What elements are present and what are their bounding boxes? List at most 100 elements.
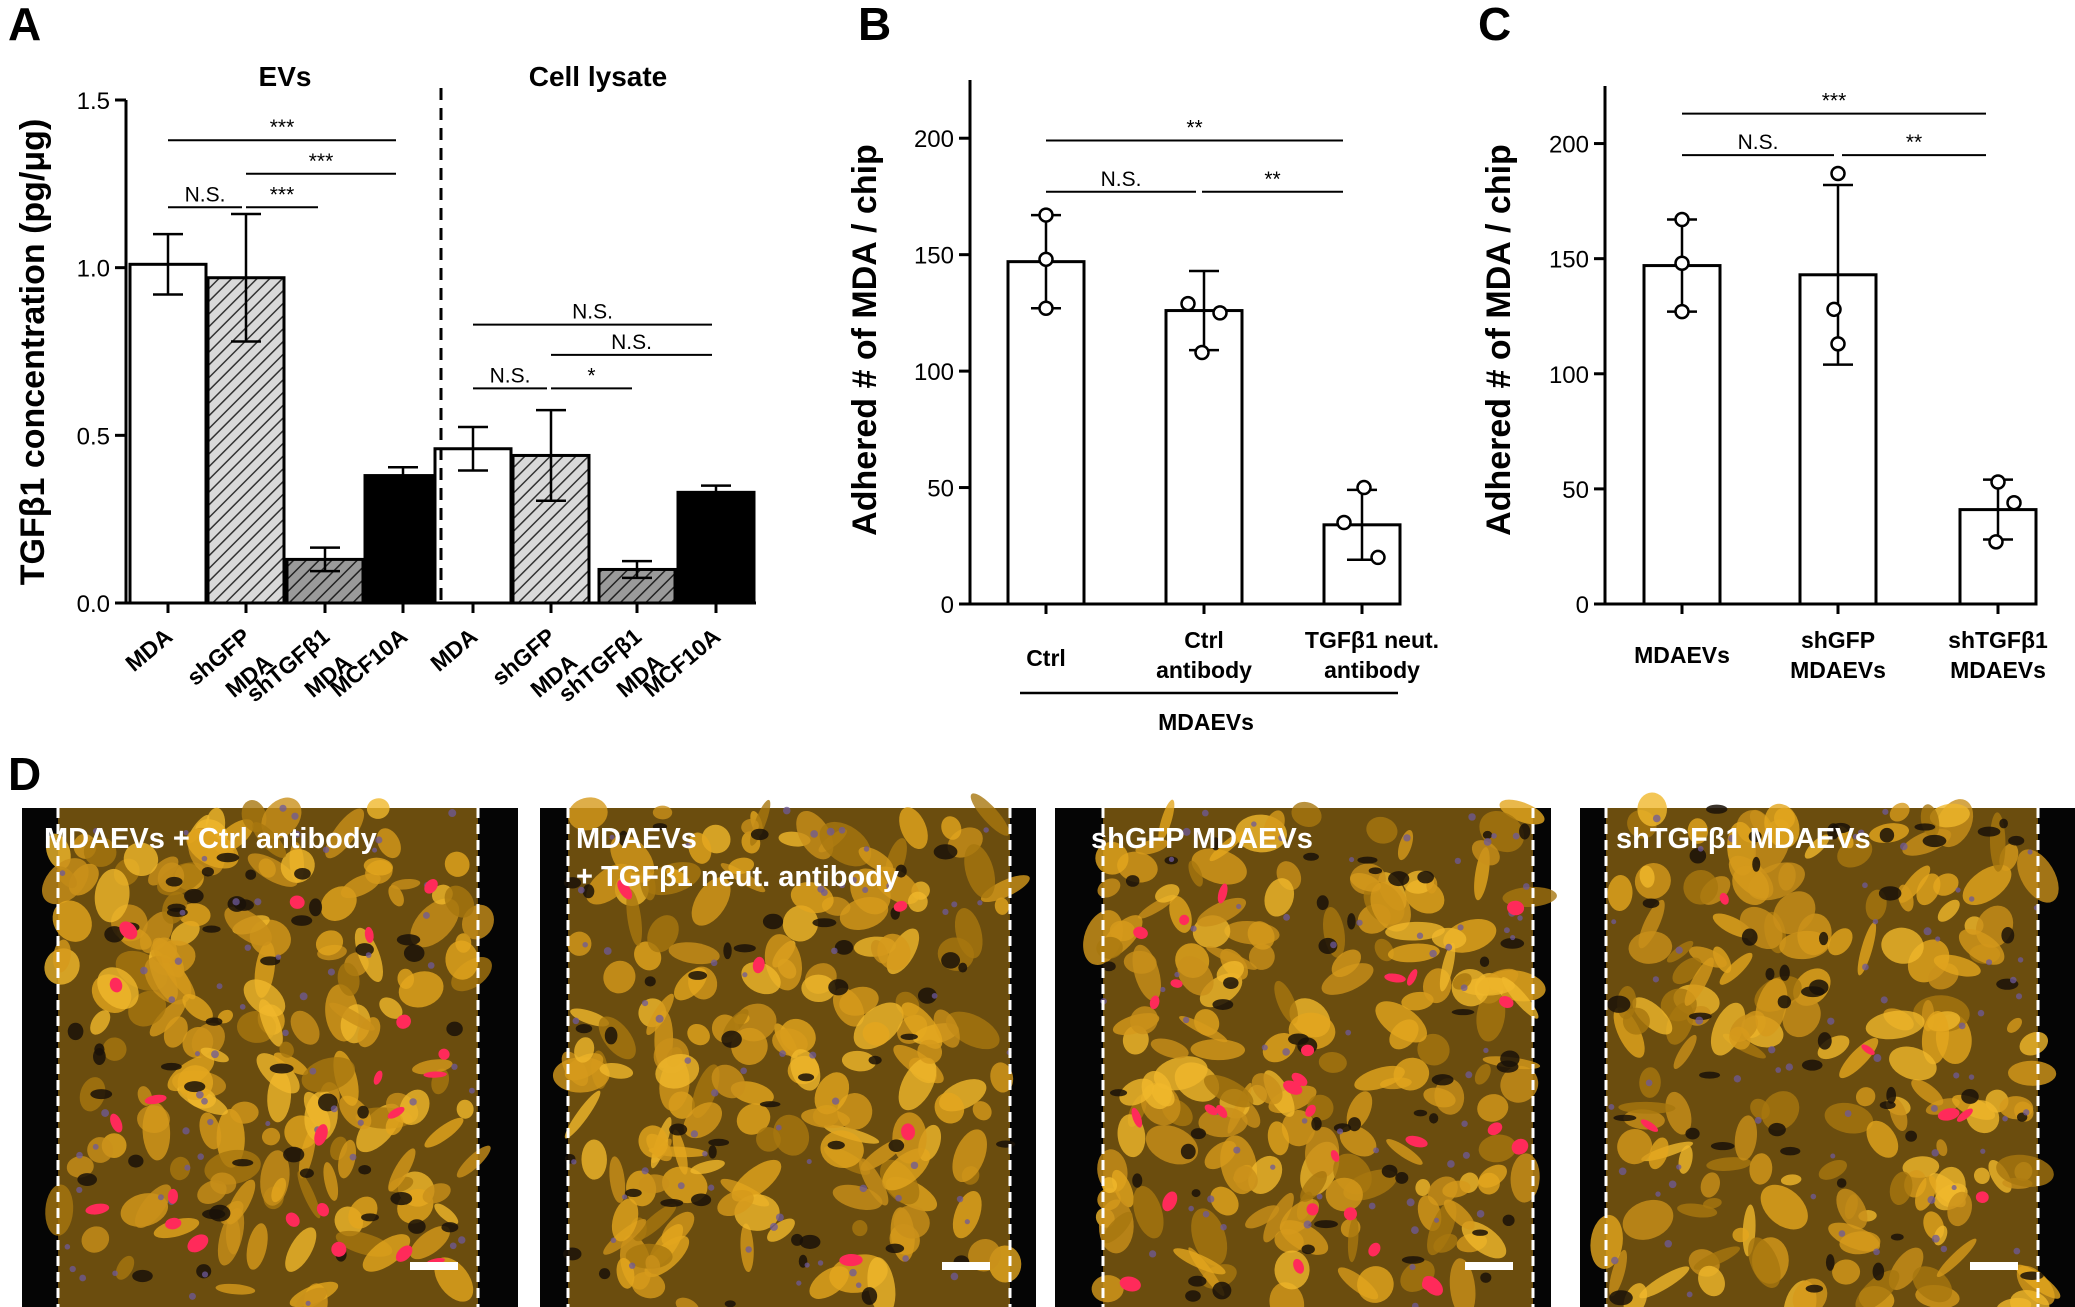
scale-bar: [1970, 1262, 2018, 1270]
chart-panel-c: 0 50 100 150 200 Adhered # of MDA / chip MDAEV…: [1480, 86, 2048, 683]
cell-shape: [859, 1158, 889, 1206]
nucleus-dot: [956, 1195, 964, 1203]
cell-shape: [1393, 1057, 1430, 1091]
cell-shape: [1703, 1198, 1722, 1209]
nucleus-dot: [1608, 1104, 1615, 1110]
cell-shape: [246, 1223, 268, 1270]
tumor-cell-red: [314, 1124, 328, 1146]
cell-shape: [87, 1137, 114, 1163]
nucleus-dot: [140, 966, 148, 975]
nucleus-dot: [684, 1057, 692, 1064]
nucleus-dot: [1476, 1210, 1485, 1218]
cell-shape: [683, 1102, 723, 1139]
gap-shape: [1905, 1130, 1917, 1142]
gap-shape: [1102, 961, 1116, 972]
cell-shape: [261, 1127, 281, 1146]
nucleus-dot: [571, 1159, 577, 1165]
nucleus-dot: [184, 1164, 191, 1171]
nucleus-dot: [711, 1089, 719, 1097]
cell-shape: [422, 1183, 451, 1204]
significance-label: N.S.: [611, 331, 652, 354]
cell-shape: [434, 1203, 459, 1225]
cell-shape: [645, 1255, 661, 1275]
nucleus-dot: [157, 1194, 164, 1201]
tumor-cell-red: [373, 1070, 383, 1085]
nucleus-dot: [1695, 1016, 1704, 1025]
nucleus-dot: [1968, 1074, 1975, 1080]
gap-shape: [721, 1030, 742, 1048]
gap-shape: [1185, 1290, 1201, 1302]
micrograph-label: shGFP MDAEVs: [1091, 823, 1313, 855]
gap-shape: [1347, 913, 1356, 930]
nucleus-dot: [168, 996, 176, 1003]
nucleus-dot: [1461, 1120, 1468, 1127]
cell-shape: [675, 1297, 700, 1307]
gap-shape: [1805, 1284, 1824, 1293]
cell-shape: [142, 1102, 171, 1161]
y-tick-label: 200: [914, 126, 954, 153]
nucleus-dot: [1940, 1245, 1948, 1253]
gap-shape: [828, 979, 849, 996]
cell-shape: [1153, 1056, 1208, 1091]
cell-shape: [1761, 1091, 1800, 1131]
nucleus-dot: [1810, 1193, 1817, 1200]
tumor-cell-red: [387, 1106, 405, 1119]
nucleus-dot: [79, 1274, 87, 1282]
nucleus-dot: [838, 826, 846, 834]
cell-shape: [1684, 957, 1714, 1006]
gap-shape: [1212, 999, 1234, 1010]
tumor-cell-red: [1216, 1104, 1228, 1119]
gap-shape: [827, 1140, 845, 1150]
nucleus-dot: [216, 983, 223, 990]
cell-shape: [301, 1057, 355, 1093]
nucleus-dot: [349, 1153, 357, 1161]
cell-shape: [666, 868, 690, 886]
nucleus-dot: [448, 809, 457, 818]
significance-label: N.S.: [572, 301, 613, 324]
gap-shape: [690, 1193, 712, 1207]
gap-shape: [1890, 1233, 1904, 1241]
cell-shape: [767, 1218, 795, 1242]
gap-shape: [1417, 870, 1434, 884]
gap-shape: [2008, 835, 2025, 846]
gap-shape: [1316, 895, 1329, 911]
cell-shape: [809, 1266, 849, 1299]
cell-shape: [1247, 921, 1275, 950]
nucleus-dot: [1416, 932, 1424, 939]
gap-shape: [1348, 1117, 1361, 1132]
cell-shape: [224, 906, 272, 946]
nucleus-dot: [745, 1246, 752, 1253]
cell-shape: [1267, 1121, 1290, 1156]
significance-label: ***: [270, 116, 295, 139]
cell-shape: [1764, 803, 1800, 849]
gap-shape: [1188, 1275, 1207, 1287]
nucleus-dot: [902, 1255, 909, 1262]
cell-shape: [338, 1139, 357, 1179]
gap-shape: [604, 1026, 618, 1045]
cell-shape: [66, 1155, 94, 1178]
cell-shape: [728, 857, 755, 875]
cell-shape: [899, 807, 928, 850]
nucleus-dot: [69, 1265, 76, 1273]
gap-shape: [201, 866, 214, 877]
cell-shape: [638, 1174, 670, 1194]
nucleus-dot: [817, 1260, 824, 1266]
y-tick-label: 0.0: [77, 591, 110, 618]
gap-shape: [294, 867, 311, 880]
nucleus-dot: [609, 834, 615, 840]
cell-shape: [611, 1198, 639, 1242]
cell-shape: [1150, 1038, 1189, 1059]
tumor-cell-red: [316, 1202, 330, 1217]
nucleus-dot: [850, 876, 857, 884]
tumor-cell-red: [1956, 1108, 1973, 1122]
cell-shape: [1881, 927, 1924, 964]
cell-shape: [1439, 942, 1456, 992]
nucleus-dot: [1930, 1105, 1938, 1112]
nucleus-dot: [1270, 1164, 1276, 1170]
cell-shape: [397, 968, 415, 989]
cell-shape: [586, 863, 632, 905]
nucleus-dot: [610, 1237, 617, 1244]
nucleus-dot: [468, 1087, 475, 1094]
cell-shape: [1366, 816, 1398, 844]
tumor-cell-red: [839, 1254, 863, 1267]
